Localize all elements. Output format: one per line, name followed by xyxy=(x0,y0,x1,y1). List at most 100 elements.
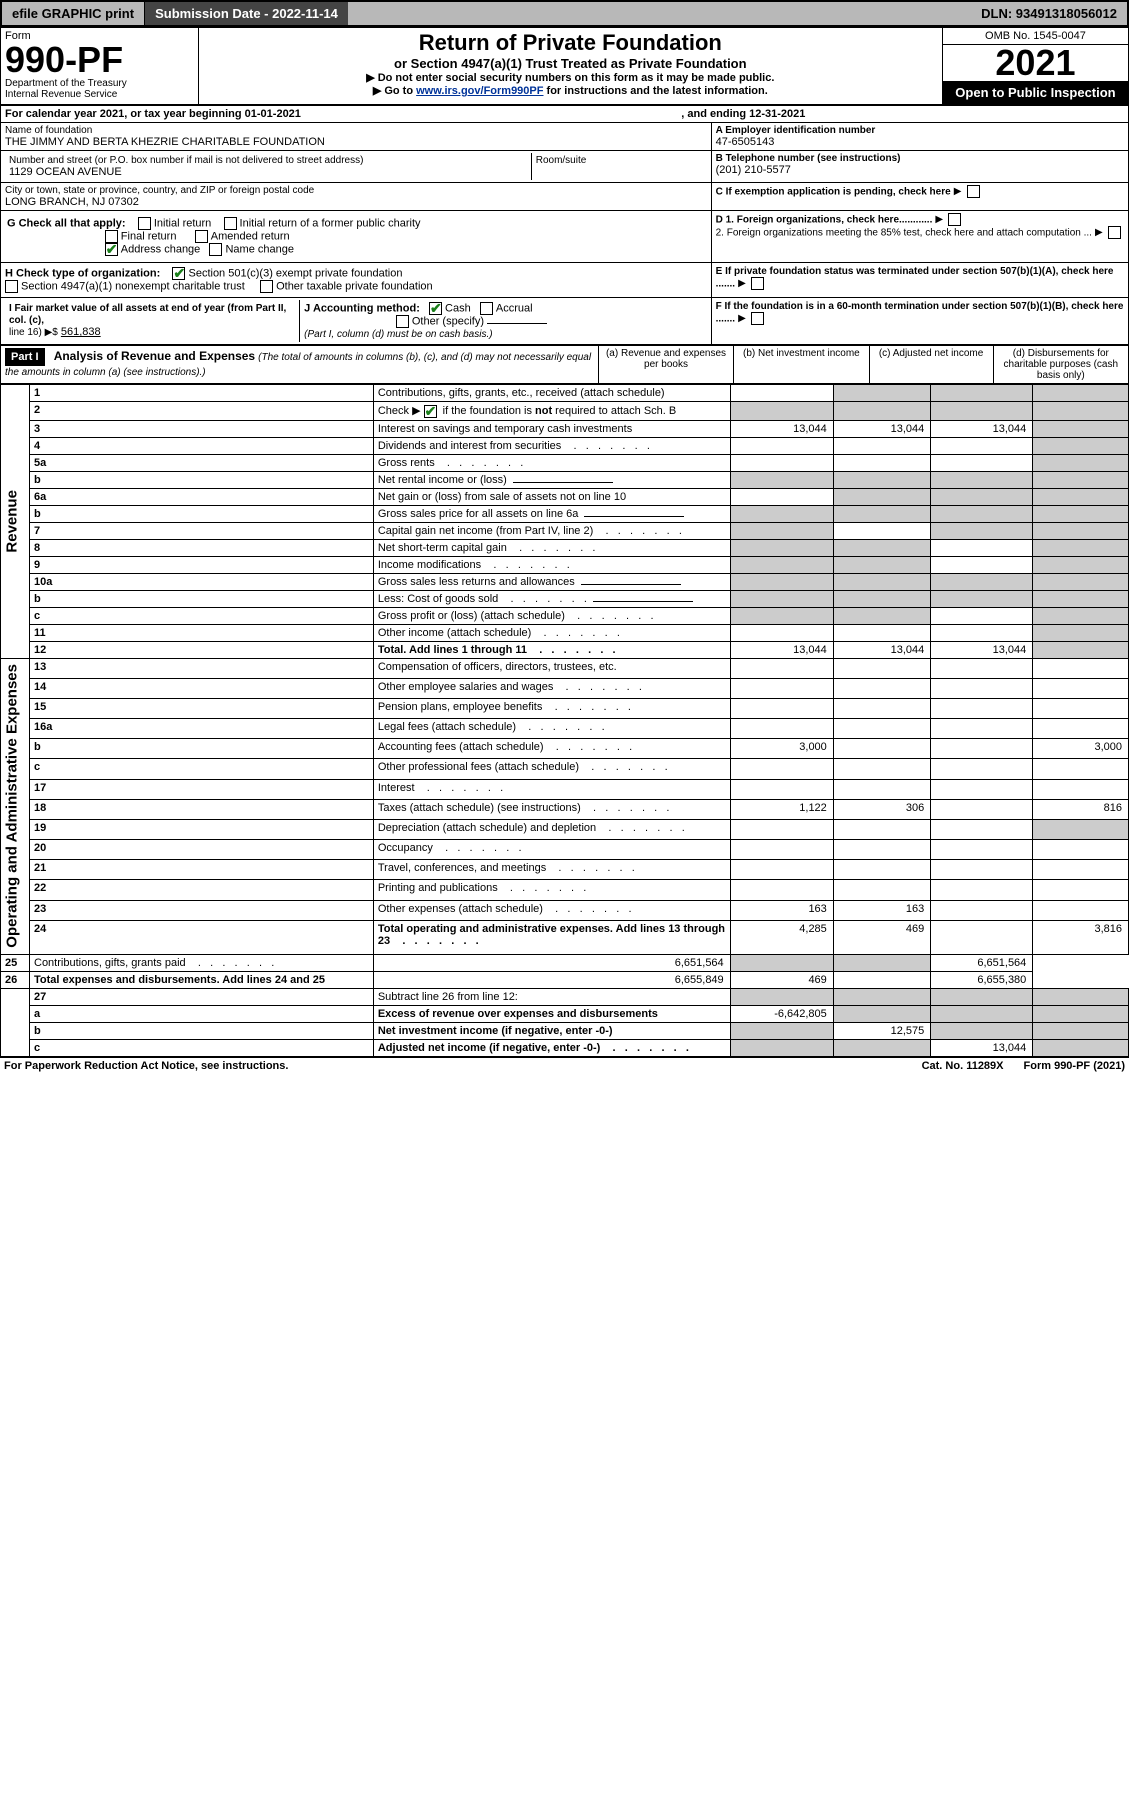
cell-b[interactable] xyxy=(833,556,930,573)
cell-b[interactable] xyxy=(833,488,930,505)
cell-c[interactable] xyxy=(931,437,1033,454)
cell-a[interactable] xyxy=(730,437,833,454)
accrual-checkbox[interactable] xyxy=(480,302,493,315)
cell-b[interactable] xyxy=(833,454,930,471)
cell-c[interactable] xyxy=(931,556,1033,573)
cell-d[interactable] xyxy=(1033,1006,1129,1023)
cell-a[interactable] xyxy=(730,385,833,402)
cell-a[interactable] xyxy=(730,658,833,678)
cell-a[interactable] xyxy=(730,840,833,860)
exemption-pending-checkbox[interactable] xyxy=(967,185,980,198)
cell-d[interactable]: 3,816 xyxy=(1033,920,1129,954)
cell-d[interactable] xyxy=(1033,522,1129,539)
cell-a[interactable]: 13,044 xyxy=(730,641,833,658)
cell-c[interactable] xyxy=(931,719,1033,739)
amended-return-checkbox[interactable] xyxy=(195,230,208,243)
cell-a[interactable] xyxy=(730,989,833,1006)
cell-a[interactable] xyxy=(730,607,833,624)
cell-d[interactable]: 816 xyxy=(1033,799,1129,819)
cell-a[interactable] xyxy=(730,590,833,607)
cell-a[interactable] xyxy=(730,624,833,641)
cell-c[interactable] xyxy=(931,505,1033,522)
other-specify-input[interactable] xyxy=(487,323,547,324)
cell-d[interactable] xyxy=(1033,454,1129,471)
cell-d[interactable] xyxy=(1033,385,1129,402)
cell-b[interactable] xyxy=(833,505,930,522)
cell-b[interactable] xyxy=(833,989,930,1006)
cell-b[interactable] xyxy=(833,779,930,799)
cell-b[interactable] xyxy=(833,624,930,641)
cell-d[interactable] xyxy=(1033,779,1129,799)
cell-c[interactable] xyxy=(931,799,1033,819)
cell-b[interactable] xyxy=(833,573,930,590)
cell-d[interactable] xyxy=(1033,573,1129,590)
cell-d[interactable] xyxy=(1033,624,1129,641)
cell-a[interactable] xyxy=(730,860,833,880)
cell-a[interactable] xyxy=(730,471,833,488)
cell-c[interactable] xyxy=(833,955,930,972)
cell-b[interactable] xyxy=(730,955,833,972)
cell-a[interactable] xyxy=(730,454,833,471)
cell-c[interactable] xyxy=(931,539,1033,556)
foreign-org-checkbox[interactable] xyxy=(948,213,961,226)
cell-b[interactable] xyxy=(833,819,930,839)
cell-d[interactable] xyxy=(1033,505,1129,522)
cell-a[interactable] xyxy=(730,719,833,739)
cell-b[interactable] xyxy=(833,385,930,402)
cell-d[interactable] xyxy=(1033,900,1129,920)
cell-d[interactable] xyxy=(1033,420,1129,437)
cell-b[interactable]: 306 xyxy=(833,799,930,819)
cell-b[interactable] xyxy=(833,698,930,718)
form990pf-link[interactable]: www.irs.gov/Form990PF xyxy=(416,85,543,97)
cell-b[interactable] xyxy=(833,840,930,860)
other-taxable-checkbox[interactable] xyxy=(260,280,273,293)
cell-c[interactable] xyxy=(931,590,1033,607)
4947-checkbox[interactable] xyxy=(5,280,18,293)
cell-a[interactable]: 1,122 xyxy=(730,799,833,819)
cell-c[interactable] xyxy=(931,840,1033,860)
name-change-checkbox[interactable] xyxy=(209,243,222,256)
cell-c[interactable] xyxy=(931,880,1033,900)
cell-a[interactable] xyxy=(730,488,833,505)
cell-d[interactable] xyxy=(1033,556,1129,573)
cell-c[interactable] xyxy=(931,900,1033,920)
cell-d[interactable]: 6,651,564 xyxy=(931,955,1033,972)
cell-b[interactable] xyxy=(833,539,930,556)
cell-b[interactable] xyxy=(833,522,930,539)
address-change-checkbox[interactable] xyxy=(105,243,118,256)
cell-c[interactable]: 13,044 xyxy=(931,1040,1033,1057)
cell-d[interactable] xyxy=(1033,658,1129,678)
cell-c[interactable] xyxy=(833,972,930,989)
cell-c[interactable] xyxy=(931,860,1033,880)
cell-b[interactable] xyxy=(833,402,930,421)
efile-print-label[interactable]: efile GRAPHIC print xyxy=(2,2,145,25)
cell-d[interactable] xyxy=(1033,719,1129,739)
cell-c[interactable] xyxy=(931,607,1033,624)
cell-d[interactable] xyxy=(1033,759,1129,779)
cell-a[interactable] xyxy=(730,539,833,556)
501c3-checkbox[interactable] xyxy=(172,267,185,280)
cell-a[interactable] xyxy=(730,880,833,900)
status-terminated-checkbox[interactable] xyxy=(751,277,764,290)
cell-d[interactable] xyxy=(1033,1040,1129,1057)
cell-d[interactable] xyxy=(1033,698,1129,718)
cell-a[interactable] xyxy=(730,573,833,590)
cell-b[interactable]: 13,044 xyxy=(833,420,930,437)
cell-b[interactable] xyxy=(833,678,930,698)
cell-d[interactable] xyxy=(1033,840,1129,860)
cell-d[interactable] xyxy=(1033,402,1129,421)
cell-c[interactable] xyxy=(931,678,1033,698)
cell-b[interactable] xyxy=(833,1006,930,1023)
cell-a[interactable] xyxy=(730,522,833,539)
inline-input[interactable] xyxy=(581,584,681,585)
cell-b[interactable] xyxy=(833,1040,930,1057)
cell-a[interactable]: 13,044 xyxy=(730,420,833,437)
cell-a[interactable] xyxy=(730,1023,833,1040)
cell-c[interactable] xyxy=(931,698,1033,718)
cell-c[interactable] xyxy=(931,920,1033,954)
cell-c[interactable] xyxy=(931,759,1033,779)
cell-b[interactable]: 13,044 xyxy=(833,641,930,658)
cell-c[interactable] xyxy=(931,819,1033,839)
cell-c[interactable] xyxy=(931,488,1033,505)
cell-a[interactable] xyxy=(730,819,833,839)
